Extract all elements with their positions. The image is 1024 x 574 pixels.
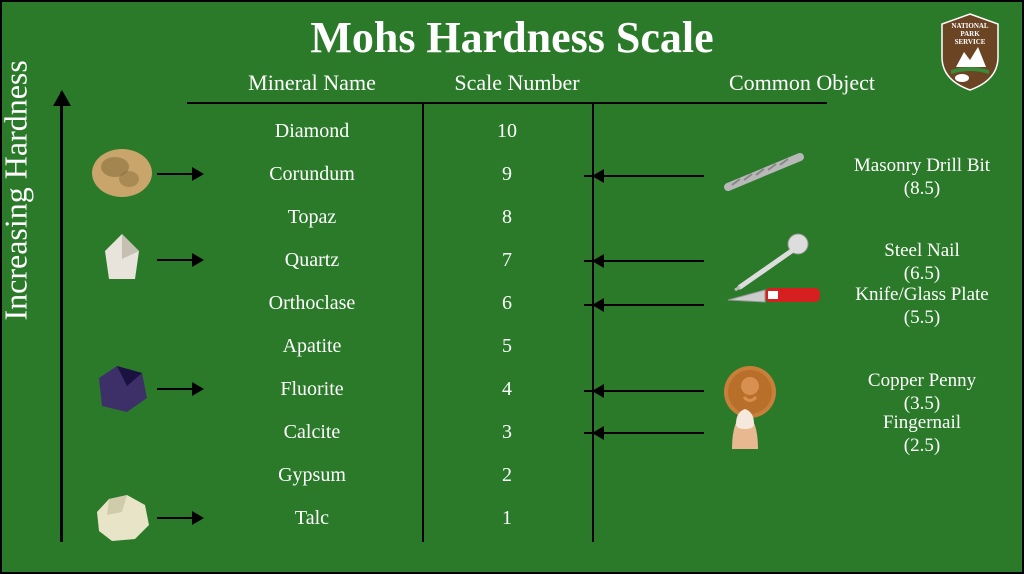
common-object-label: Steel Nail(6.5) (832, 240, 1012, 286)
mineral-name: Diamond (202, 110, 422, 153)
scale-number: 4 (422, 368, 592, 411)
knife-icon (720, 276, 830, 321)
common-object-label: Knife/Glass Plate(5.5) (832, 284, 1012, 330)
arrow-left-icon (594, 304, 704, 306)
scale-number: 1 (422, 497, 592, 540)
fingernail-icon (720, 404, 770, 459)
arrow-right-icon (157, 388, 202, 390)
common-object-label: Copper Penny(3.5) (832, 370, 1012, 416)
mineral-name: Topaz (202, 196, 422, 239)
arrow-right-icon (157, 173, 202, 175)
scale-number: 3 (422, 411, 592, 454)
mineral-name: Quartz (202, 239, 422, 282)
arrow-right-icon (157, 259, 202, 261)
svg-text:PARK: PARK (960, 30, 980, 38)
mineral-col: DiamondCorundumTopazQuartzOrthoclaseApat… (202, 110, 422, 540)
mineral-sample-icon (87, 487, 157, 547)
header-mineral: Mineral Name (202, 70, 422, 96)
table-headers: Mineral Name Scale Number Common Object (202, 70, 982, 96)
scale-number: 7 (422, 239, 592, 282)
mineral-sample-icon (87, 143, 157, 203)
drill-icon (720, 147, 820, 202)
scale-number: 6 (422, 282, 592, 325)
mineral-name: Talc (202, 497, 422, 540)
header-scale: Scale Number (422, 70, 612, 96)
mineral-name: Gypsum (202, 454, 422, 497)
axis-label: Increasing Hardness (0, 60, 35, 320)
page-title: Mohs Hardness Scale (2, 2, 1022, 63)
svg-text:SERVICE: SERVICE (955, 38, 986, 46)
header-underline (187, 102, 827, 104)
svg-text:NATIONAL: NATIONAL (951, 22, 989, 30)
mineral-sample-icon (87, 229, 157, 289)
divider-2 (592, 102, 594, 542)
axis-arrow-icon (60, 92, 63, 542)
arrow-left-icon (594, 390, 704, 392)
header-common: Common Object (672, 70, 932, 96)
scale-number: 10 (422, 110, 592, 153)
arrow-left-icon (594, 175, 704, 177)
scale-number: 9 (422, 153, 592, 196)
scale-number: 2 (422, 454, 592, 497)
mineral-sample-icon (87, 358, 157, 418)
common-object-label: Fingernail(2.5) (832, 412, 1012, 458)
arrow-right-icon (157, 517, 202, 519)
arrow-left-icon (594, 260, 704, 262)
scale-number: 5 (422, 325, 592, 368)
mineral-name: Orthoclase (202, 282, 422, 325)
mineral-name: Apatite (202, 325, 422, 368)
scale-number: 8 (422, 196, 592, 239)
arrow-left-icon (594, 432, 704, 434)
mineral-name: Fluorite (202, 368, 422, 411)
mineral-name: Calcite (202, 411, 422, 454)
scale-col: 10987654321 (422, 110, 592, 540)
mineral-name: Corundum (202, 153, 422, 196)
common-object-label: Masonry Drill Bit(8.5) (832, 155, 1012, 201)
